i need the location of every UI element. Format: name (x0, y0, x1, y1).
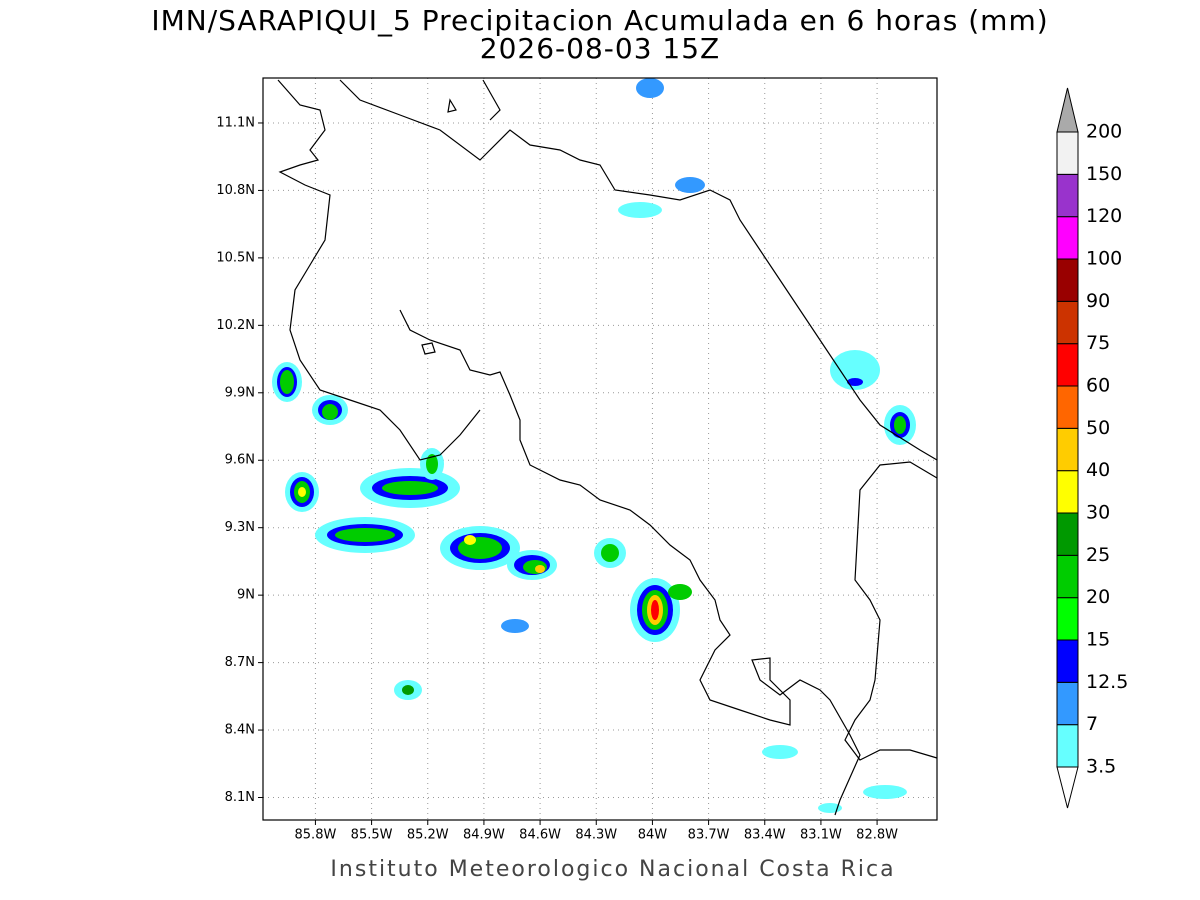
colorbar-box (1056, 385, 1079, 429)
y-tick-label: 11.1N (216, 115, 255, 130)
colorbar-box (1056, 554, 1079, 599)
colorbar-label: 150 (1086, 163, 1122, 185)
colorbar-label: 120 (1086, 205, 1122, 227)
y-tick-label: 9.3N (225, 520, 255, 535)
colorbar-box (1056, 512, 1079, 556)
title: IMN/SARAPIQUI_5 Precipitacion Acumulada … (151, 4, 1048, 37)
y-tick-label: 9N (237, 588, 255, 603)
colorbar-label: 75 (1086, 332, 1110, 354)
axis-ticks: 85.8W 85.5W 85.2W 84.9W 84.6W 84.3W 84W 83.7W 83… (216, 115, 898, 842)
colorbar-label: 90 (1086, 290, 1110, 312)
colorbar-label: 15 (1086, 629, 1110, 651)
colorbar-box (1056, 343, 1079, 387)
footer: Instituto Meteorologico Nacional Costa R… (330, 857, 895, 882)
x-tick-label: 83.1W (800, 828, 842, 843)
colorbar-label: 50 (1086, 417, 1110, 439)
colorbar-label: 40 (1086, 459, 1110, 481)
coastlines (277, 79, 938, 816)
colorbar-box (1056, 216, 1079, 260)
x-tick-label: 82.8W (856, 828, 898, 843)
colorbar-box (1056, 131, 1079, 175)
colorbar-label: 30 (1086, 502, 1110, 524)
colorbar-label: 3.5 (1086, 756, 1116, 778)
colorbar-box (1056, 300, 1079, 345)
y-tick-label: 10.2N (216, 318, 255, 333)
colorbar-label: 200 (1086, 121, 1122, 143)
y-tick-label: 8.4N (225, 723, 255, 738)
subtitle: 2026-08-03 15Z (480, 32, 720, 65)
map-frame (262, 77, 938, 821)
x-tick-label: 83.7W (688, 828, 730, 843)
colorbar-box (1056, 470, 1079, 514)
colorbar-label: 60 (1086, 375, 1110, 397)
colorbar-over (1056, 87, 1079, 133)
y-tick-label: 8.1N (225, 790, 255, 805)
colorbar-label: 100 (1086, 248, 1122, 270)
colorbar-box (1056, 681, 1079, 726)
colorbar-box (1056, 427, 1079, 472)
x-tick-label: 85.5W (351, 828, 393, 843)
colorbar-label: 7 (1086, 713, 1098, 735)
x-tick-label: 84.3W (575, 828, 617, 843)
colorbar-label: 25 (1086, 544, 1110, 566)
x-tick-label: 85.8W (295, 828, 337, 843)
colorbar-box (1056, 173, 1079, 218)
x-tick-label: 84.9W (463, 828, 505, 843)
y-tick-label: 9.9N (225, 385, 255, 400)
y-tick-label: 8.7N (225, 655, 255, 670)
colorbar-box (1056, 258, 1079, 302)
y-tick-label: 9.6N (225, 453, 255, 468)
colorbar-label: 20 (1086, 586, 1110, 608)
x-tick-label: 83.4W (744, 828, 786, 843)
colorbar-under (1056, 766, 1079, 809)
x-tick-label: 85.2W (407, 828, 449, 843)
precip-field (272, 78, 916, 813)
colorbar-label: 12.5 (1086, 671, 1128, 693)
colorbar-box (1056, 597, 1079, 641)
y-tick-label: 10.5N (216, 250, 255, 265)
grid (263, 78, 937, 820)
x-tick-label: 84W (638, 828, 668, 843)
x-tick-label: 84.6W (519, 828, 561, 843)
colorbar-box (1056, 724, 1079, 768)
colorbar: 3.5 7 12.5 15 20 25 30 40 50 60 75 90 100 120 150 200 (1056, 87, 1128, 809)
colorbar-box (1056, 639, 1079, 683)
y-tick-label: 10.8N (216, 183, 255, 198)
